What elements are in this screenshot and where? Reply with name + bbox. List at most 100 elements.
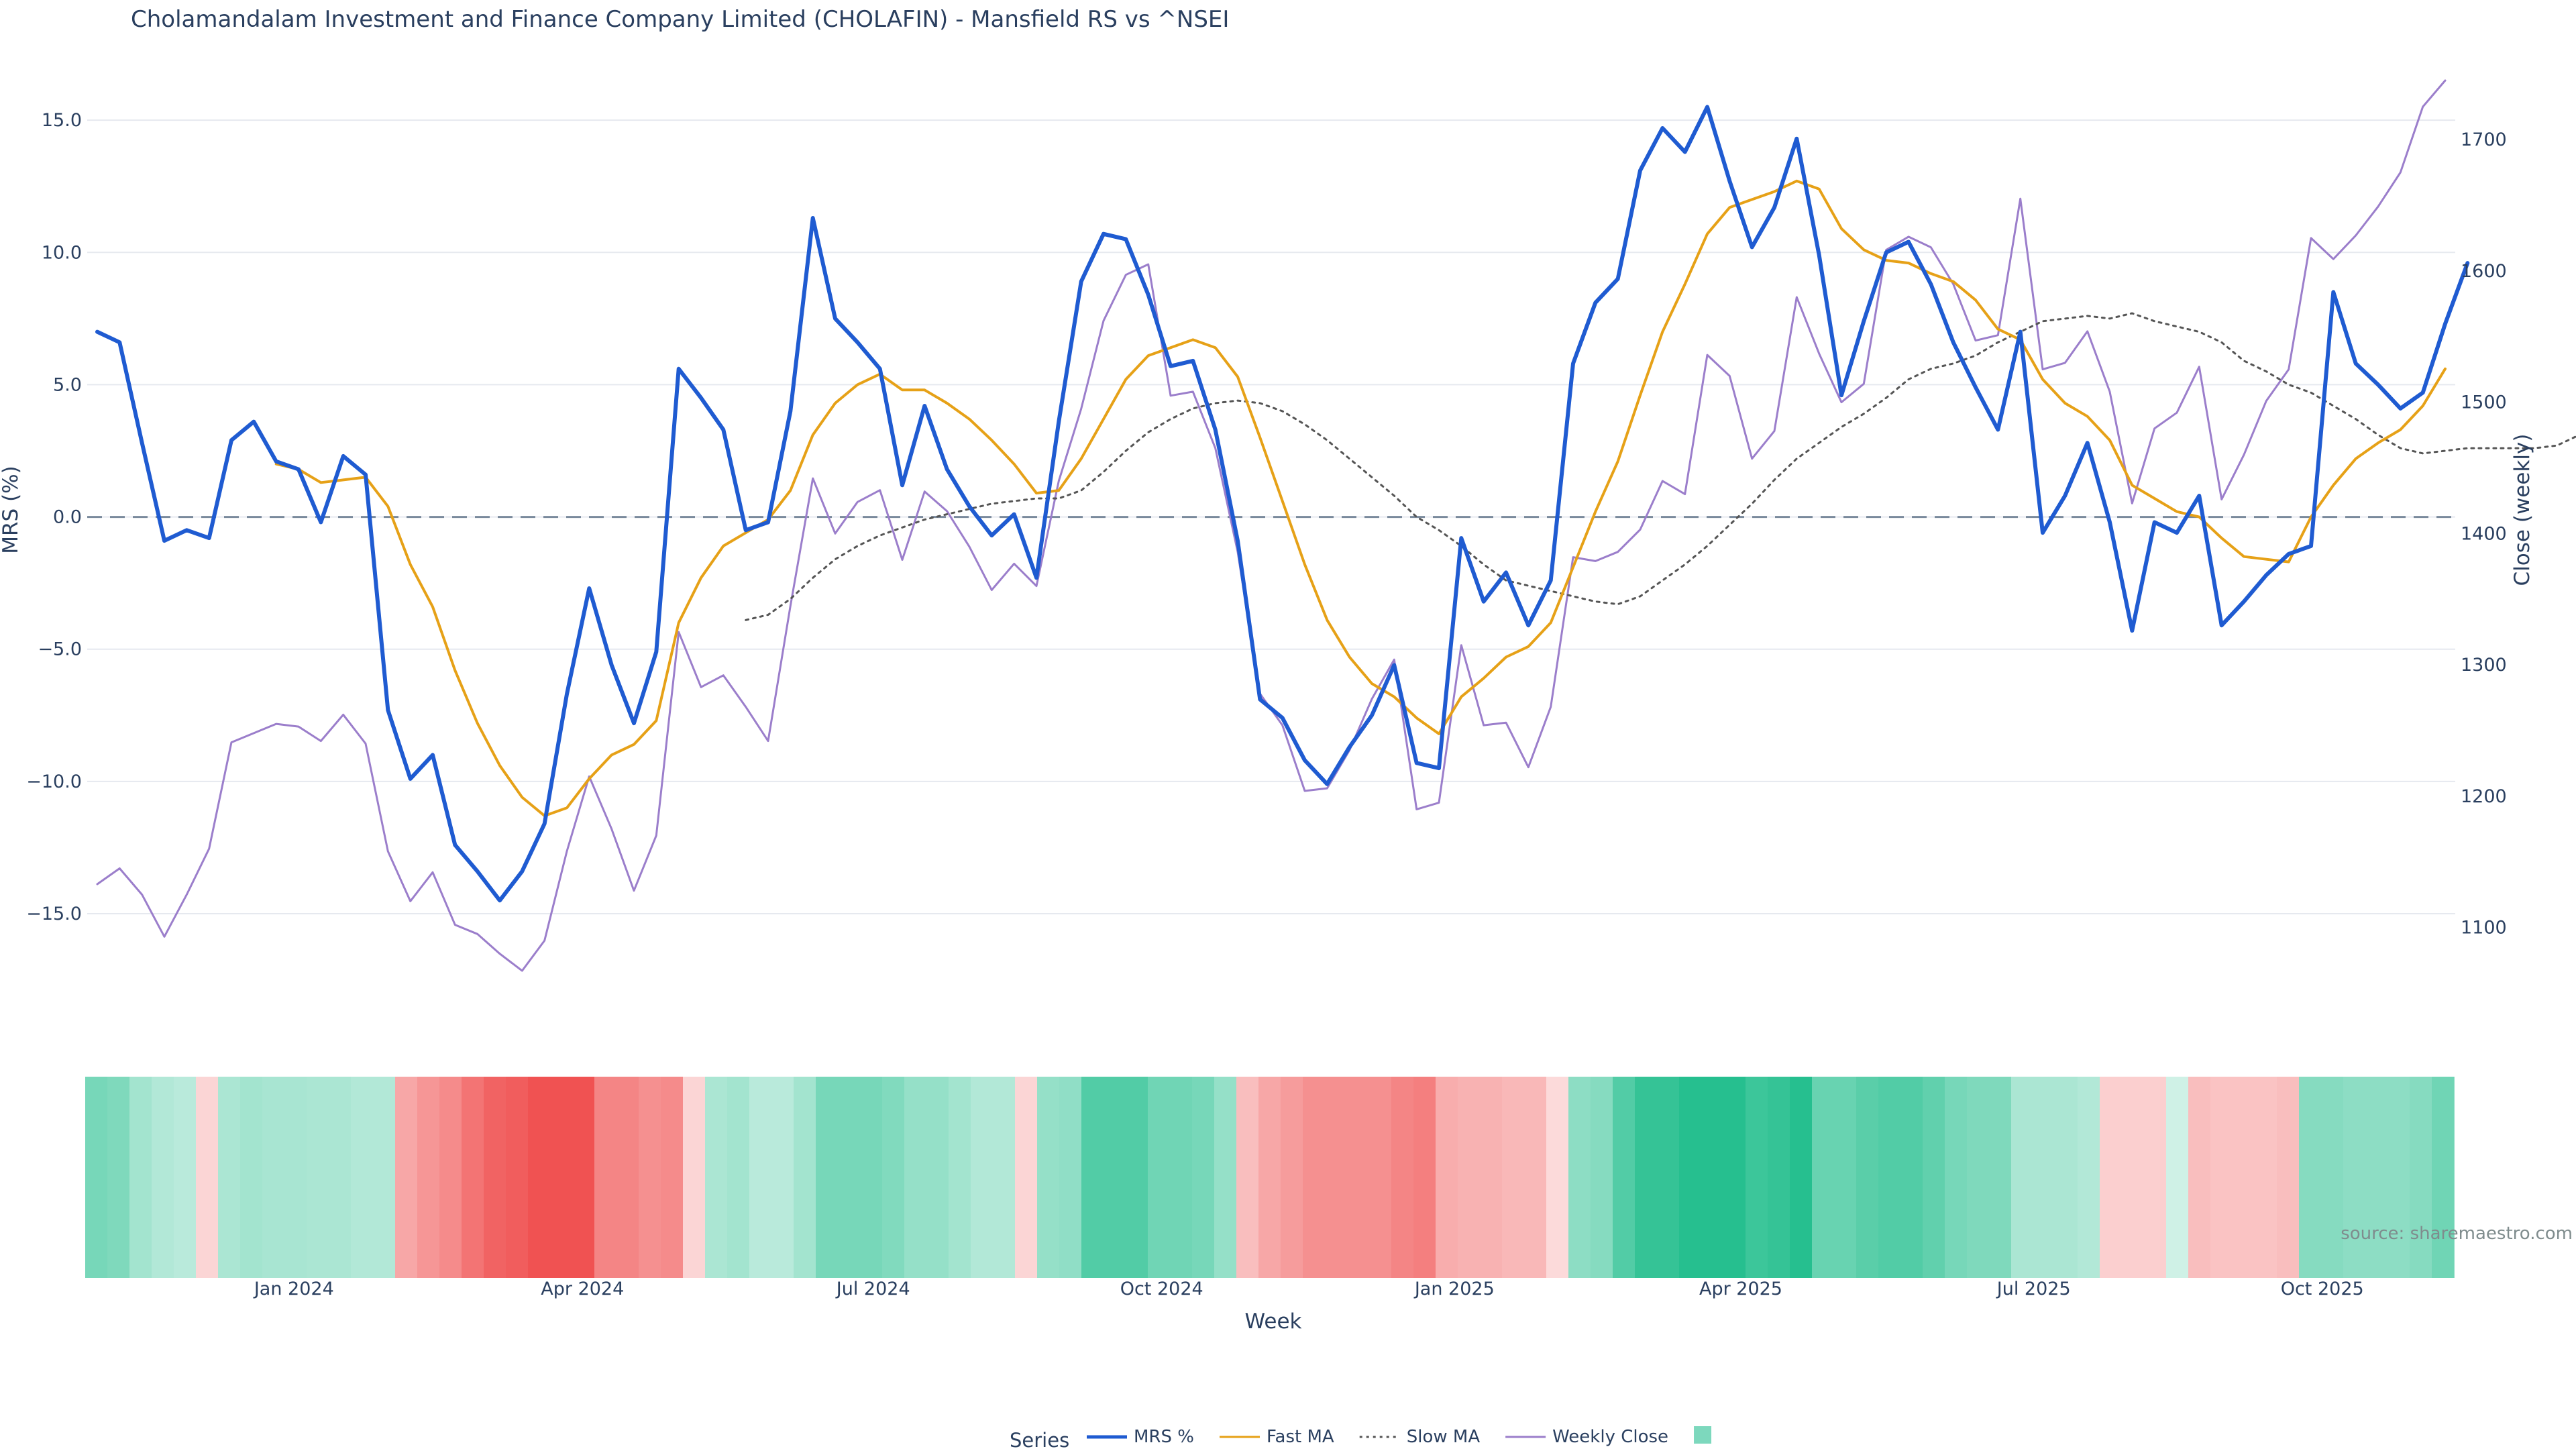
heatmap-cell bbox=[218, 1077, 241, 1278]
legend-label: MRS % bbox=[1134, 1427, 1194, 1447]
heatmap-cell bbox=[506, 1077, 529, 1278]
heatmap-cell bbox=[1258, 1077, 1281, 1278]
x-tick-label: Jul 2025 bbox=[1996, 1279, 2071, 1299]
heatmap-cell bbox=[2033, 1077, 2056, 1278]
heatmap-cell bbox=[1812, 1077, 1835, 1278]
y-right-ticks: 1700 1600 1500 1400 1300 1200 1100 bbox=[2461, 129, 2507, 938]
heatmap-cell bbox=[1192, 1077, 1215, 1278]
heatmap-cell bbox=[949, 1077, 971, 1278]
heatmap-cell bbox=[152, 1077, 174, 1278]
y-left-tick-label: −15.0 bbox=[26, 904, 82, 924]
heatmap-cell bbox=[1746, 1077, 1768, 1278]
legend-title: Series bbox=[1010, 1429, 1069, 1449]
heatmap-cell bbox=[993, 1077, 1016, 1278]
heatmap-cell bbox=[2432, 1077, 2455, 1278]
y-left-tick-label: −10.0 bbox=[26, 771, 82, 792]
heatmap-cell bbox=[196, 1077, 219, 1278]
heatmap-cell bbox=[882, 1077, 905, 1278]
heatmap-cell bbox=[484, 1077, 506, 1278]
source-note: source: sharemaestro.com bbox=[2341, 1224, 2573, 1244]
y-right-axis-title: Close (weekly) bbox=[2510, 434, 2534, 586]
heatmap-cell bbox=[1458, 1077, 1481, 1278]
heatmap-cell bbox=[705, 1077, 728, 1278]
heatmap-cell bbox=[1679, 1077, 1702, 1278]
heatmap-cell bbox=[307, 1077, 329, 1278]
heatmap-cell bbox=[1214, 1077, 1237, 1278]
heatmap-cell bbox=[1502, 1077, 1525, 1278]
heatmap-cell bbox=[1104, 1077, 1126, 1278]
heatmap-cell bbox=[1878, 1077, 1901, 1278]
heatmap-cell bbox=[860, 1077, 883, 1278]
heatmap-cell bbox=[2100, 1077, 2123, 1278]
heatmap-cell bbox=[1701, 1077, 1724, 1278]
legend-label: Slow MA bbox=[1407, 1427, 1481, 1447]
x-ticks: Jan 2024 Apr 2024 Jul 2024 Oct 2024 Jan 2025… bbox=[253, 1279, 2364, 1299]
heatmap-cell bbox=[550, 1077, 573, 1278]
y-right-tick-label: 1200 bbox=[2461, 786, 2507, 807]
heatmap-cell bbox=[1568, 1077, 1591, 1278]
heatmap-cell bbox=[417, 1077, 440, 1278]
heatmap-cell bbox=[1856, 1077, 1879, 1278]
chart-title: Cholamandalam Investment and Finance Com… bbox=[131, 6, 1229, 33]
heatmap-cell bbox=[971, 1077, 994, 1278]
y-left-tick-label: 15.0 bbox=[42, 110, 82, 131]
heatmap-cell bbox=[1037, 1077, 1060, 1278]
heatmap-cell bbox=[2321, 1077, 2344, 1278]
x-tick-label: Apr 2024 bbox=[541, 1279, 624, 1299]
heatmap-cell bbox=[2387, 1077, 2410, 1278]
heatmap-cell bbox=[1081, 1077, 1104, 1278]
heatmap-cell bbox=[639, 1077, 661, 1278]
heatmap-cell bbox=[2122, 1077, 2145, 1278]
heatmap-cell bbox=[1148, 1077, 1171, 1278]
heatmap-cell bbox=[1524, 1077, 1547, 1278]
heatmap-cell bbox=[771, 1077, 794, 1278]
x-tick-label: Jul 2024 bbox=[835, 1279, 910, 1299]
x-tick-label: Oct 2025 bbox=[2281, 1279, 2364, 1299]
heatmap-cell bbox=[1369, 1077, 1392, 1278]
legend-swatch-heatmap bbox=[1694, 1426, 1712, 1444]
heatmap-cell bbox=[904, 1077, 927, 1278]
x-tick-label: Jan 2025 bbox=[1413, 1279, 1495, 1299]
heatmap-cell bbox=[1923, 1077, 1945, 1278]
heatmap-cell bbox=[838, 1077, 861, 1278]
y-left-tick-label: 5.0 bbox=[53, 374, 82, 395]
heatmap-cell bbox=[2233, 1077, 2255, 1278]
heatmap-cell bbox=[1303, 1077, 1326, 1278]
heatmap-cell bbox=[2299, 1077, 2322, 1278]
heatmap-cell bbox=[2343, 1077, 2366, 1278]
heatmap-cell bbox=[2277, 1077, 2300, 1278]
heatmap-cell bbox=[1989, 1077, 2012, 1278]
heatmap-cell bbox=[1170, 1077, 1193, 1278]
legend: Series MRS % Fast MA Slow MA Weekly Close bbox=[1010, 1426, 1712, 1449]
heatmap-cell bbox=[174, 1077, 197, 1278]
heatmap-cell bbox=[1059, 1077, 1082, 1278]
heatmap-cell bbox=[1657, 1077, 1680, 1278]
heatmap-cell bbox=[1591, 1077, 1613, 1278]
y-right-tick-label: 1100 bbox=[2461, 918, 2507, 938]
series-lines bbox=[95, 79, 2576, 972]
heatmap-cell bbox=[1613, 1077, 1635, 1278]
heatmap-cell bbox=[616, 1077, 639, 1278]
heatmap-cell bbox=[1945, 1077, 1968, 1278]
y-left-axis-title: MRS (%) bbox=[0, 466, 23, 553]
heatmap-cell bbox=[794, 1077, 816, 1278]
heatmap-cell bbox=[284, 1077, 307, 1278]
series-line-slow-ma bbox=[745, 312, 2576, 621]
heatmap-cell bbox=[2210, 1077, 2233, 1278]
y-right-tick-label: 1500 bbox=[2461, 392, 2507, 413]
heatmap-cell bbox=[1768, 1077, 1790, 1278]
legend-label: Fast MA bbox=[1267, 1427, 1334, 1447]
heatmap-cell bbox=[1347, 1077, 1370, 1278]
heatmap-cell bbox=[85, 1077, 108, 1278]
x-tick-label: Oct 2024 bbox=[1120, 1279, 1203, 1299]
heatmap-cell bbox=[2144, 1077, 2167, 1278]
heatmap-cell bbox=[1834, 1077, 1857, 1278]
heatmap-cell bbox=[1546, 1077, 1569, 1278]
heatmap-cell bbox=[2011, 1077, 2034, 1278]
heatmap-cell bbox=[351, 1077, 374, 1278]
heatmap-cell bbox=[439, 1077, 462, 1278]
heatmap-cell bbox=[1391, 1077, 1414, 1278]
heatmap-cell bbox=[2166, 1077, 2189, 1278]
heatmap-cell bbox=[2255, 1077, 2277, 1278]
y-right-tick-label: 1600 bbox=[2461, 261, 2507, 282]
